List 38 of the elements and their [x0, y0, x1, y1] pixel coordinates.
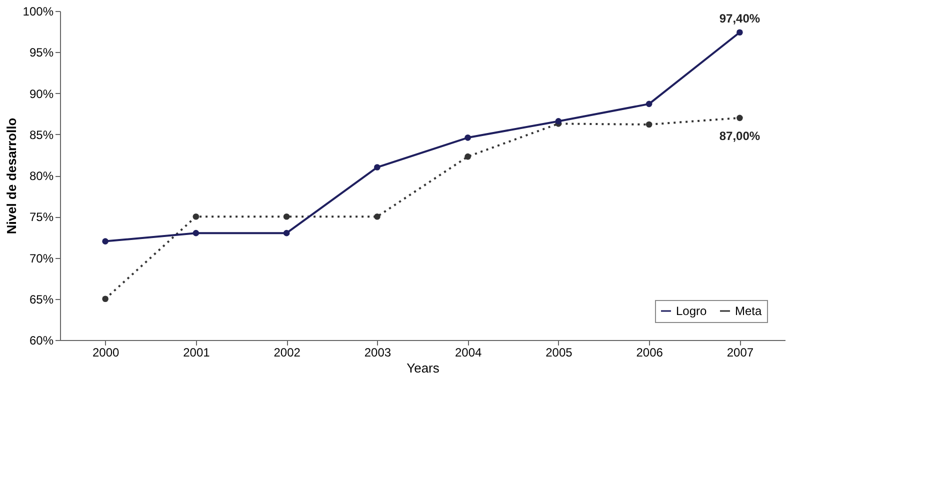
point	[102, 238, 108, 244]
y-tick-label: 85%	[29, 128, 54, 142]
data-label: 87,00%	[719, 128, 760, 143]
y-tick-label: 90%	[29, 86, 54, 101]
y-tick-label: 95%	[29, 46, 54, 60]
x-tick-label: 2001	[183, 346, 210, 360]
y-tick-label: 80%	[29, 169, 54, 183]
x-tick-label: 2006	[636, 346, 664, 360]
y-tick-label: 65%	[29, 292, 54, 306]
x-tick-label: 2005	[546, 346, 573, 360]
y-axis-title: Nivel de desarrollo	[4, 118, 19, 234]
point	[192, 213, 200, 220]
point	[374, 213, 380, 220]
point	[555, 118, 562, 124]
point	[464, 134, 471, 141]
point	[736, 29, 743, 36]
point	[464, 153, 471, 160]
x-tick-label: 2003	[364, 346, 392, 360]
point	[283, 230, 290, 236]
x-tick-label: 2004	[454, 346, 482, 360]
y-tick-label: 70%	[29, 251, 54, 266]
point	[736, 114, 743, 122]
y-tick-label: 100%	[22, 4, 54, 18]
x-tick-label: 2007	[726, 346, 754, 360]
x-tick-label: 2000	[92, 346, 120, 360]
point	[102, 296, 108, 302]
legend-label: Meta	[735, 304, 762, 318]
y-tick-label: 60%	[29, 334, 54, 348]
data-label: 97,40%	[719, 11, 760, 26]
point	[374, 164, 380, 170]
point	[646, 100, 652, 108]
x-axis-title: Years	[406, 360, 440, 376]
point	[192, 230, 200, 236]
point	[283, 213, 290, 220]
point	[646, 121, 652, 128]
y-tick-label: 75%	[29, 210, 54, 224]
legend-label: Logro	[676, 304, 708, 318]
x-tick-label: 2002	[274, 346, 301, 360]
